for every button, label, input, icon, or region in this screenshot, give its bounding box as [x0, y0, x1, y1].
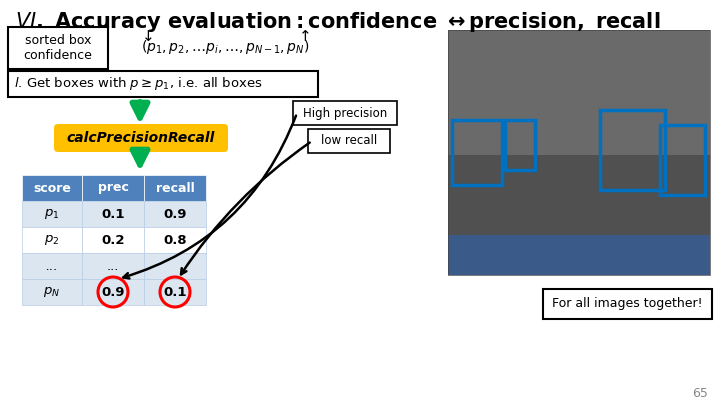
- Text: recall: recall: [156, 181, 194, 194]
- Text: ...: ...: [45, 260, 58, 273]
- FancyBboxPatch shape: [144, 253, 206, 279]
- Text: prec: prec: [98, 181, 128, 194]
- FancyBboxPatch shape: [543, 289, 712, 319]
- FancyBboxPatch shape: [448, 30, 710, 275]
- Text: score: score: [33, 181, 71, 194]
- Text: ↓: ↓: [142, 29, 154, 44]
- Text: $\mathit{l}$. Get boxes with $p \geq p_1$, i.e. all boxes: $\mathit{l}$. Get boxes with $p \geq p_1…: [14, 75, 263, 92]
- Text: 0.9: 0.9: [102, 286, 125, 298]
- Text: 0.1: 0.1: [102, 207, 125, 220]
- FancyBboxPatch shape: [22, 279, 82, 305]
- FancyBboxPatch shape: [144, 279, 206, 305]
- FancyBboxPatch shape: [82, 279, 144, 305]
- FancyBboxPatch shape: [144, 227, 206, 253]
- FancyBboxPatch shape: [82, 201, 144, 227]
- Text: $p_N$: $p_N$: [43, 285, 60, 299]
- FancyBboxPatch shape: [22, 175, 82, 201]
- FancyBboxPatch shape: [82, 227, 144, 253]
- Text: 65: 65: [692, 387, 708, 400]
- FancyBboxPatch shape: [144, 201, 206, 227]
- FancyBboxPatch shape: [54, 124, 228, 152]
- FancyBboxPatch shape: [8, 71, 318, 97]
- Text: 0.1: 0.1: [163, 286, 186, 298]
- FancyBboxPatch shape: [22, 253, 82, 279]
- Text: 0.2: 0.2: [102, 234, 125, 247]
- FancyBboxPatch shape: [448, 155, 710, 235]
- FancyBboxPatch shape: [82, 175, 144, 201]
- Text: For all images together!: For all images together!: [552, 298, 703, 311]
- Text: $p_1$: $p_1$: [44, 207, 60, 221]
- FancyBboxPatch shape: [22, 201, 82, 227]
- Text: $(p_1, p_2, \ldots p_i, \ldots, p_{N-1}, p_N)$: $(p_1, p_2, \ldots p_i, \ldots, p_{N-1},…: [140, 38, 310, 56]
- FancyBboxPatch shape: [144, 175, 206, 201]
- Text: calcPrecisionRecall: calcPrecisionRecall: [67, 131, 215, 145]
- FancyBboxPatch shape: [448, 215, 710, 275]
- Text: High precision: High precision: [303, 107, 387, 119]
- Text: $p_2$: $p_2$: [45, 233, 60, 247]
- Text: $\mathbf{\mathit{VI}}$$\mathbf{. \ Accuracy\ evaluation : confidence\ \leftright: $\mathbf{\mathit{VI}}$$\mathbf{. \ Accur…: [15, 10, 660, 34]
- FancyBboxPatch shape: [293, 101, 397, 125]
- FancyBboxPatch shape: [308, 129, 390, 153]
- FancyBboxPatch shape: [22, 227, 82, 253]
- FancyBboxPatch shape: [448, 155, 710, 275]
- Text: ...: ...: [107, 260, 120, 273]
- Text: 0.8: 0.8: [163, 234, 186, 247]
- Text: ↑: ↑: [299, 29, 311, 44]
- FancyBboxPatch shape: [8, 27, 108, 69]
- Text: low recall: low recall: [321, 134, 377, 147]
- FancyBboxPatch shape: [82, 253, 144, 279]
- Text: 0.9: 0.9: [163, 207, 186, 220]
- Text: sorted box
confidence: sorted box confidence: [24, 34, 92, 62]
